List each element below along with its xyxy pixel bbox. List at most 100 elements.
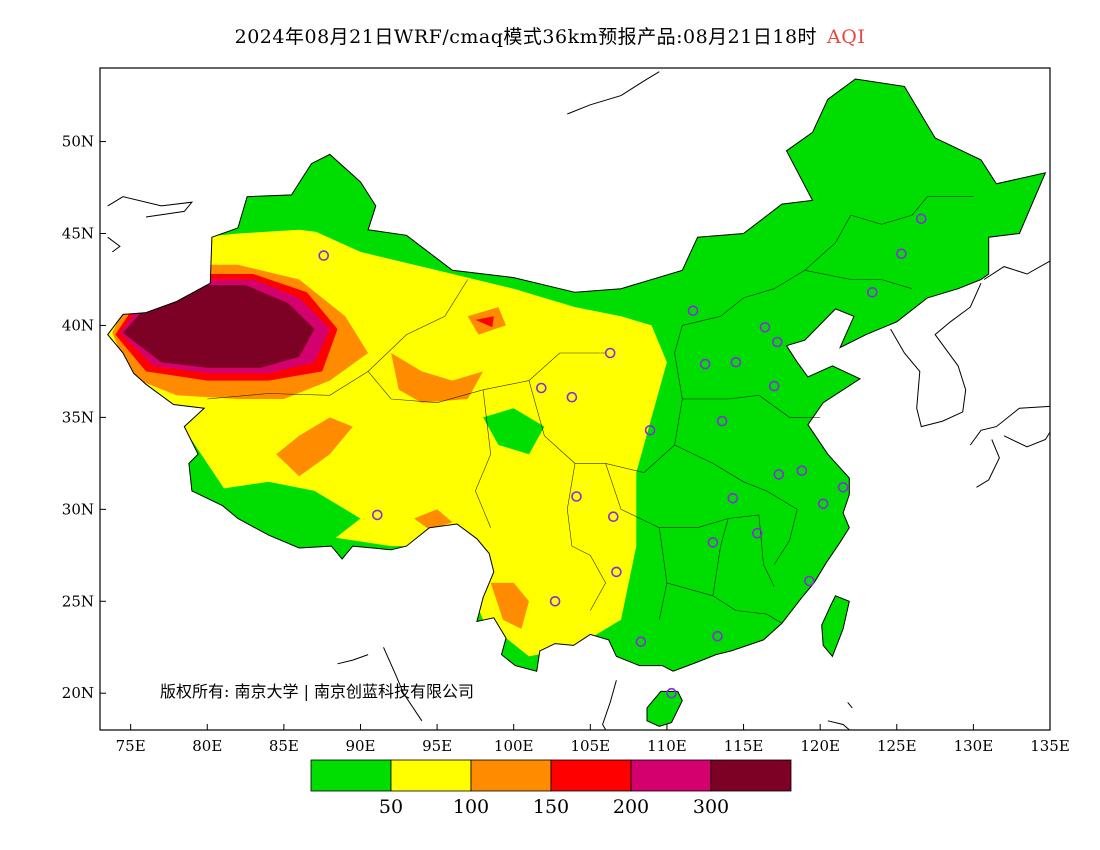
china-border (107, 78, 1047, 672)
lon-tick-label: 90E (345, 737, 375, 755)
station-marker (566, 391, 578, 403)
copyright-text: 版权所有: 南京大学 | 南京创蓝科技有限公司 (160, 682, 474, 701)
lon-tick-label: 135E (1030, 737, 1070, 755)
lat-tick-label: 50N (62, 133, 94, 151)
province-borders (207, 196, 974, 624)
aqi-region-usg (276, 417, 353, 477)
lat-tick-label: 20N (62, 684, 94, 702)
legend-label: 50 (379, 796, 403, 818)
legend-swatch (710, 759, 792, 792)
aqi-region-good (621, 79, 1046, 672)
province-border (659, 514, 759, 528)
coastline (567, 71, 660, 115)
taiwan-island (821, 595, 850, 658)
station-marker (644, 424, 656, 436)
latitude-axis: 50N 45N 40N 35N 30N 25N 20N (62, 133, 106, 702)
coastline (976, 439, 1000, 488)
province-border (720, 214, 852, 317)
station-marker (666, 687, 677, 699)
lon-tick-label: 115E (724, 737, 764, 755)
title-highlight: AQI (827, 26, 866, 48)
station-marker (866, 286, 878, 298)
station-marker (837, 481, 849, 493)
province-border (850, 196, 974, 225)
station-marker (773, 469, 785, 480)
aqi-region-usg (414, 509, 453, 530)
lat-tick-label: 45N (62, 225, 94, 243)
station-marker (796, 465, 808, 477)
map-area: 版权所有: 南京大学 | 南京创蓝科技有限公司 (107, 71, 1050, 730)
province-border (674, 444, 798, 510)
station-marker (751, 527, 763, 539)
lat-tick-label: 40N (62, 316, 94, 334)
aqi-region-usg (490, 582, 529, 629)
coastlines (107, 71, 1050, 730)
coastline (337, 654, 369, 665)
station-marker (699, 358, 711, 370)
aqi-region-usg (391, 353, 484, 403)
coastline (847, 702, 853, 709)
coastline (383, 647, 423, 722)
lat-tick-label: 25N (62, 592, 94, 610)
station-marker (727, 492, 739, 504)
chart-title: 2024年08月21日WRF/cmaq模式36km预报产品:08月21日18时 A… (0, 22, 1100, 49)
legend-label: 300 (693, 796, 729, 818)
station-marker (712, 630, 723, 642)
hainan-island (646, 690, 683, 727)
coastline (107, 236, 121, 253)
legend-swatch (470, 759, 552, 792)
legend-swatch (310, 759, 392, 792)
lon-tick-label: 120E (800, 737, 840, 755)
lon-tick-label: 125E (877, 737, 917, 755)
station-marker (571, 491, 582, 502)
station-marker (915, 213, 927, 225)
legend-label: 100 (453, 796, 489, 818)
lon-tick-label: 80E (192, 737, 222, 755)
coastline (602, 680, 617, 730)
province-border (475, 389, 492, 528)
legend-swatch (550, 759, 632, 792)
coastline (983, 260, 1050, 280)
station-marker (768, 380, 780, 392)
province-border (682, 394, 821, 418)
lon-tick-label: 130E (954, 737, 994, 755)
aqi-field (107, 79, 1046, 672)
station-marker (804, 575, 815, 587)
station-markers (318, 213, 927, 699)
aqi-blobs (107, 79, 1046, 672)
station-marker (716, 415, 728, 427)
station-marker (371, 509, 383, 521)
lon-tick-label: 100E (494, 737, 534, 755)
aqi-region-hazardous (123, 285, 315, 368)
title-main: 2024年08月21日WRF/cmaq模式36km预报产品:08月21日18时 (234, 26, 818, 48)
province-border (566, 463, 606, 611)
province-border (712, 518, 729, 596)
station-marker (817, 498, 829, 510)
longitude-axis: 75E 80E 85E 90E 95E 100E 105E 110E 115E 120E 125E 1… (116, 724, 1070, 755)
station-marker (687, 305, 699, 317)
station-marker (604, 347, 616, 359)
station-marker (771, 336, 783, 348)
station-marker (549, 595, 561, 607)
lon-tick-label: 110E (647, 737, 687, 755)
province-border (643, 316, 721, 473)
legend-swatch (390, 759, 472, 792)
province-border (773, 509, 798, 565)
coastline (1003, 431, 1050, 448)
lat-tick-label: 35N (62, 408, 94, 426)
aqi-legend: 50 100 150 200 300 (310, 759, 792, 818)
aqi-region-good (483, 408, 545, 455)
legend-label: 200 (613, 796, 649, 818)
map-frame (99, 67, 1051, 731)
lon-tick-label: 95E (422, 737, 452, 755)
aqi-region-unhealthy (475, 316, 494, 328)
province-border (666, 582, 783, 624)
aqi-region-good (237, 159, 376, 238)
coastline (827, 720, 851, 730)
coastline (890, 282, 982, 428)
station-marker (611, 566, 622, 578)
station-marker (707, 537, 719, 548)
station-marker (318, 250, 330, 261)
lon-tick-label: 85E (269, 737, 299, 755)
